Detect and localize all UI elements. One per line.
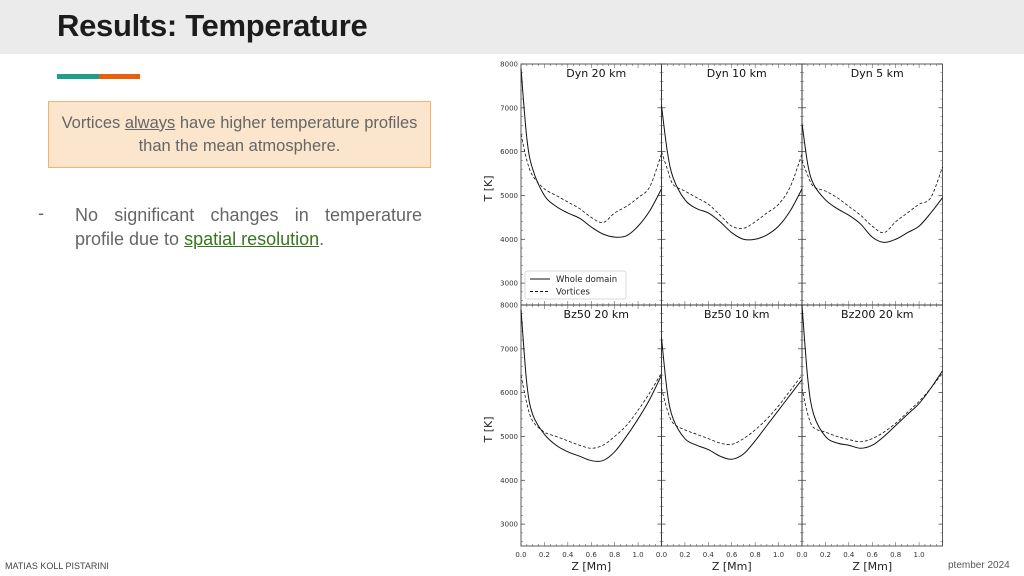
panel-6: 0.0 0.2 0.4 0.6 0.8 1.0 Z [Mm] Bz200 20 km: [796, 304, 943, 573]
x-tick-label: 0.0: [515, 551, 526, 559]
y-axis-label: T [K]: [482, 175, 495, 202]
x-axis-label: Z [Mm]: [571, 560, 611, 573]
x-tick-label: 0.4: [843, 551, 855, 559]
panel-title: Dyn 10 km: [707, 67, 767, 80]
y-tick-label: 4000: [500, 477, 518, 485]
whole-domain-line: [801, 304, 943, 449]
x-tick-label: 0.2: [820, 551, 831, 559]
y-tick-label: 7000: [500, 104, 518, 112]
panel-1: 3000 4000 5000 6000 7000 8000 T [K] Dyn 20 km: [482, 61, 662, 306]
panel-title: Bz200 20 km: [841, 308, 913, 321]
bullet-text-end: .: [319, 229, 325, 249]
panel-2: Dyn 10 km: [661, 63, 803, 306]
panel-frame: [520, 304, 662, 547]
vortices-line: [520, 134, 662, 224]
y-tick-label: 4000: [500, 236, 518, 244]
bullet-marker: -: [38, 203, 44, 223]
panel-4: 3000 4000 5000 6000 7000 8000 T [K] 0.0 0.2 0.4 0.…: [482, 302, 662, 573]
panel-3: Dyn 5 km: [801, 63, 943, 306]
x-tick-label: 0.4: [703, 551, 715, 559]
x-tick-label: 0.8: [890, 551, 901, 559]
y-tick-label: 3000: [500, 280, 518, 288]
vortices-line: [661, 151, 803, 229]
x-tick-label: 0.6: [867, 551, 879, 559]
y-tick-label: 6000: [500, 389, 518, 397]
x-tick-label: 0.6: [726, 551, 738, 559]
whole-domain-line: [661, 105, 803, 241]
x-tick-label: 0.0: [656, 551, 667, 559]
x-tick-label: 0.2: [679, 551, 690, 559]
spatial-resolution-link[interactable]: spatial resolution: [184, 229, 320, 249]
bullet-text-body: No significant changes in temperature pr…: [75, 205, 422, 249]
y-tick-label: 5000: [500, 192, 518, 200]
x-tick-label: 0.0: [796, 551, 807, 559]
callout-emphasis: always: [124, 113, 176, 132]
x-tick-label: 1.0: [773, 551, 784, 559]
y-tick-label: 7000: [500, 345, 518, 353]
x-axis-label: Z [Mm]: [852, 560, 892, 573]
panel-frame: [661, 304, 803, 547]
x-tick-label: 0.4: [562, 551, 574, 559]
callout-text-start: Vortices: [61, 113, 125, 132]
y-tick-label: 8000: [500, 302, 518, 310]
whole-domain-line: [520, 309, 662, 462]
panel-title: Dyn 20 km: [566, 67, 626, 80]
callout-text: Vortices always have higher temperature …: [49, 112, 430, 158]
whole-domain-line: [801, 123, 943, 243]
y-tick-label: 8000: [500, 61, 518, 69]
x-tick-label: 0.8: [750, 551, 761, 559]
x-tick-label: 1.0: [914, 551, 925, 559]
callout-text-end: have higher temperature profiles than th…: [138, 113, 418, 155]
y-tick-label: 5000: [500, 433, 518, 441]
page-title: Results: Temperature: [57, 8, 368, 43]
y-tick-label: 6000: [500, 148, 518, 156]
legend-box: [524, 270, 627, 300]
vortices-line: [801, 372, 943, 443]
vortices-line: [801, 160, 943, 234]
footer-date: ptember 2024: [948, 560, 1010, 571]
panel-frame: [520, 63, 662, 306]
x-tick-label: 0.8: [609, 551, 620, 559]
vortices-line: [520, 372, 662, 449]
panel-title: Bz50 10 km: [704, 308, 769, 321]
y-tick-label: 3000: [500, 521, 518, 529]
whole-domain-line: [520, 68, 662, 238]
vortices-line: [661, 374, 803, 445]
x-tick-label: 0.6: [586, 551, 598, 559]
accent-bar-teal: [57, 74, 99, 79]
legend-label: Whole domain: [556, 275, 617, 285]
callout-box: Vortices always have higher temperature …: [48, 101, 431, 168]
x-tick-label: 1.0: [633, 551, 644, 559]
x-tick-label: 0.2: [539, 551, 550, 559]
y-axis-label: T [K]: [482, 416, 495, 443]
footer-author: MATIAS KOLL PISTARINI: [5, 561, 109, 571]
bullet-text: No significant changes in temperature pr…: [75, 203, 422, 251]
x-axis-label: Z [Mm]: [712, 560, 752, 573]
panel-frame: [661, 63, 803, 306]
legend-label: Vortices: [556, 288, 590, 298]
panel-frame: [801, 304, 943, 547]
panel-title: Bz50 20 km: [564, 308, 629, 321]
accent-bar-orange: [99, 74, 140, 79]
whole-domain-line: [661, 337, 803, 460]
panel-frame: [801, 63, 943, 306]
panel-5: 0.0 0.2 0.4 0.6 0.8 1.0 Z [Mm] Bz50 10 km: [656, 304, 803, 573]
header-band: [0, 0, 1024, 54]
panel-title: Dyn 5 km: [851, 67, 904, 80]
legend: Whole domain Vortices: [524, 270, 627, 300]
